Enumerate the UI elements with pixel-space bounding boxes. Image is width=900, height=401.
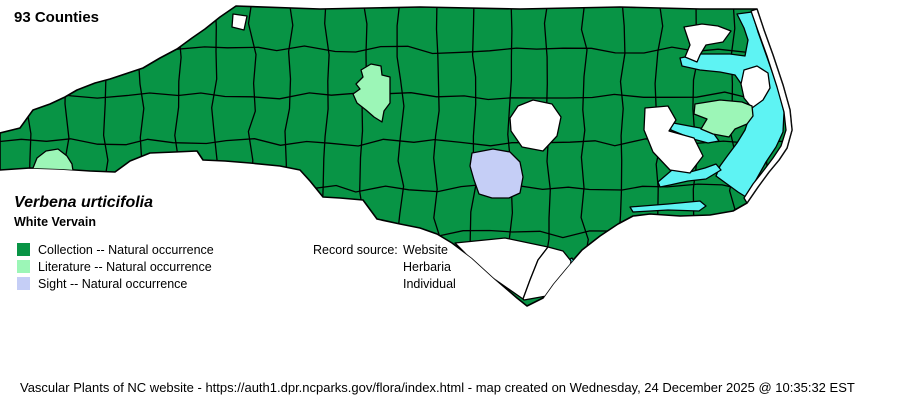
no-record-county <box>509 99 562 152</box>
species-common-name: White Vervain <box>14 215 96 229</box>
literature-swatch-icon <box>17 260 30 273</box>
legend-item-label: Sight -- Natural occurrence <box>38 277 188 291</box>
legend-item-label: Collection -- Natural occurrence <box>38 243 214 257</box>
footer-text: Vascular Plants of NC website - https://… <box>20 380 855 395</box>
legend-item-sight: Sight -- Natural occurrence <box>17 277 214 294</box>
no-record-county <box>683 23 732 63</box>
sound-water <box>629 200 707 213</box>
record-source-value: Herbaria <box>403 260 451 274</box>
species-scientific-name: Verbena urticifolia <box>14 194 153 211</box>
record-source-value: Website <box>403 243 448 257</box>
no-record-county <box>740 65 771 109</box>
no-record-county <box>231 13 248 31</box>
sight-swatch-icon <box>17 277 30 290</box>
legend: Collection -- Natural occurrence Literat… <box>17 243 214 294</box>
sound-water <box>679 11 785 198</box>
sound-water <box>597 234 621 250</box>
record-source-label: Record source: <box>313 243 398 257</box>
literature-occurrence-county <box>352 63 391 123</box>
record-source-values: Website Herbaria Individual <box>403 243 456 294</box>
collection-swatch-icon <box>17 243 30 256</box>
legend-item-label: Literature -- Natural occurrence <box>38 260 212 274</box>
record-source-value: Individual <box>403 277 456 291</box>
no-record-county <box>643 105 704 174</box>
literature-occurrence-county <box>693 99 754 138</box>
legend-item-literature: Literature -- Natural occurrence <box>17 260 214 277</box>
legend-item-collection: Collection -- Natural occurrence <box>17 243 214 260</box>
sight-occurrence-county <box>469 148 524 199</box>
counties-count-label: 93 Counties <box>14 9 100 26</box>
